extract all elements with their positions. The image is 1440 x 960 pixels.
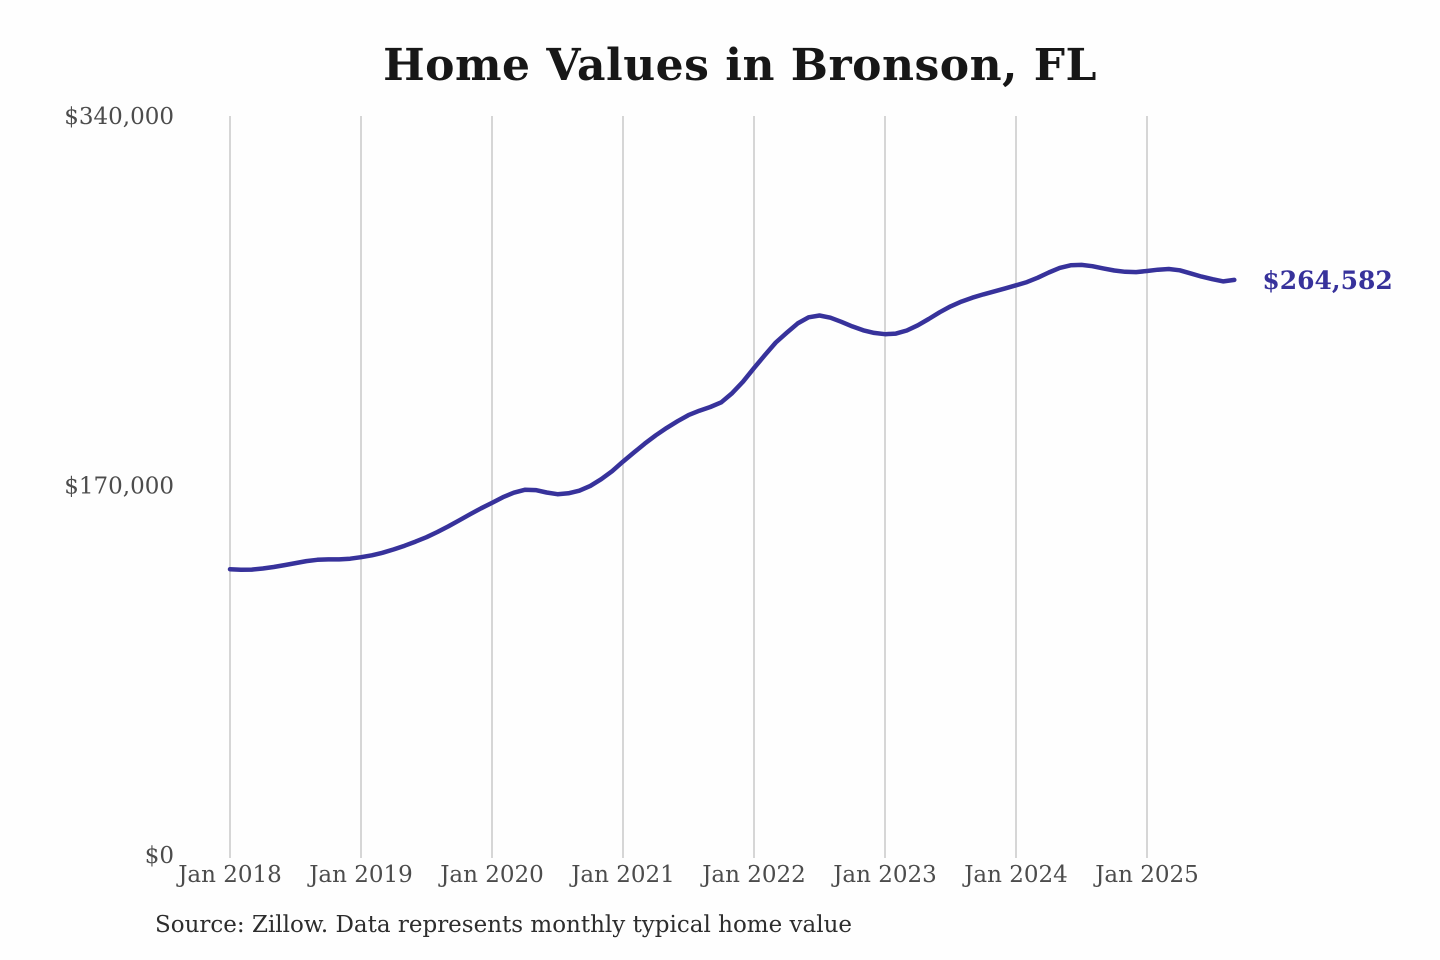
y-tick-label: $0 — [145, 843, 174, 869]
end-value-label: $264,582 — [1262, 266, 1392, 295]
y-tick-label: $170,000 — [64, 474, 174, 500]
chart-title: Home Values in Bronson, FL — [383, 40, 1097, 91]
source-note: Source: Zillow. Data represents monthly … — [155, 912, 853, 938]
y-tick-label: $340,000 — [64, 104, 174, 130]
value-line — [227, 262, 1237, 573]
x-tick-label: Jan 2018 — [176, 862, 282, 888]
x-tick-label: Jan 2022 — [700, 862, 806, 888]
x-tick-label: Jan 2021 — [569, 862, 675, 888]
x-tick-label: Jan 2024 — [962, 862, 1068, 888]
x-tick-label: Jan 2023 — [831, 862, 937, 888]
x-tick-label: Jan 2019 — [307, 862, 413, 888]
x-tick-label: Jan 2025 — [1093, 862, 1199, 888]
x-tick-label: Jan 2020 — [438, 862, 544, 888]
